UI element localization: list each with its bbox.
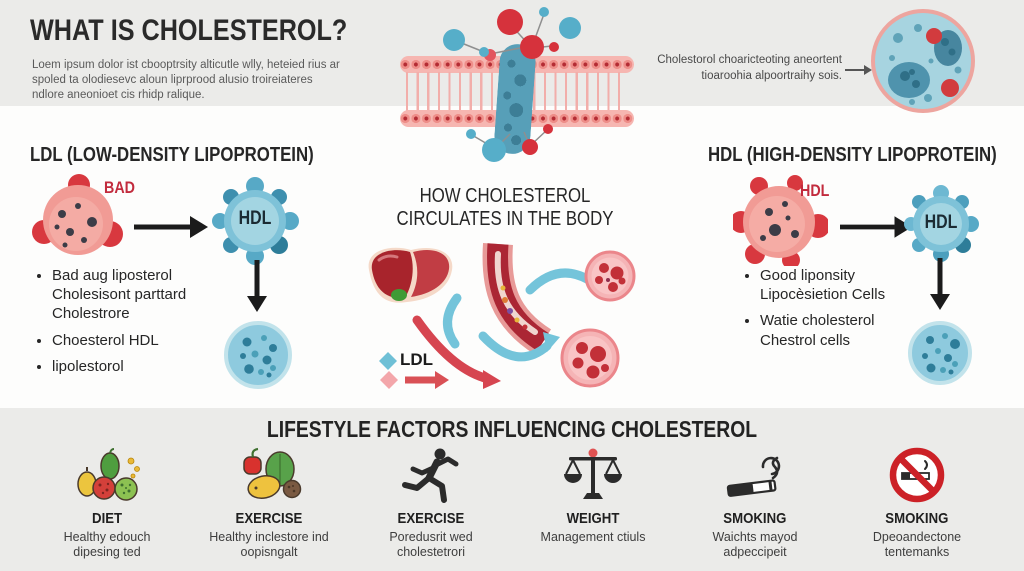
hdl-bullet-list: Good liponsity Lipocèsietion Cells Watie… (744, 266, 886, 357)
hdl-section-heading: HDL (HIGH-DENSITY LIPOPROTEIN) (708, 144, 997, 166)
blue-flow-arrows (443, 268, 594, 362)
circulation-heading-line2: CIRCULATES IN THE BODY (396, 208, 614, 230)
factor-desc: Healthy edouch dipesing ted (63, 530, 151, 559)
cell-note-line2: tioaroohia alpoortraihy sois. (701, 69, 842, 82)
factor-title: EXERCISE (235, 510, 303, 527)
cigarette-icon (726, 456, 781, 497)
factor-diet: DIET Healthy edouch dipesing ted (26, 447, 188, 560)
down-arrow-icon (930, 258, 950, 310)
factor-desc: Poredusrit wed cholestetrori (389, 530, 473, 559)
ldl-legend-diamond (379, 352, 397, 370)
factor-title: DIET (91, 510, 123, 527)
factor-smoking: SMOKING Waichts mayod adpeccipeit (674, 447, 836, 560)
no-smoking-icon (889, 447, 945, 503)
down-arrow-icon (247, 260, 267, 312)
foam-cell-large (560, 328, 620, 388)
hdl-cell-label: HDL (238, 208, 272, 229)
molecules-illustration (443, 7, 581, 162)
ldl-bad-cell-illustration (32, 174, 123, 255)
liver-icon (368, 247, 453, 303)
vegetables-icon (77, 448, 140, 501)
list-item: Watie cholesterol Chestrol cells (760, 311, 886, 349)
factor-exercise-food: EXERCISE Healthy inclestore ind oopisnga… (188, 447, 350, 560)
ldl-section-heading: LDL (LOW-DENSITY LIPOPROTEIN) (30, 144, 314, 166)
cell-note-line1: Cholestorol choaricteoting aneortent (657, 54, 842, 66)
circulation-heading: HOW CHOLESTEROL CIRCULATES IN THE BODY (396, 185, 614, 231)
hdl-cell-label: HDL (924, 212, 958, 233)
runner-icon (402, 448, 459, 503)
blood-vessel-illustration (482, 242, 552, 355)
factor-title: SMOKING (885, 510, 949, 527)
cell-membrane-illustration (392, 0, 648, 170)
factor-desc: Management ctiuls (540, 530, 646, 544)
list-item: lipolestorol (52, 357, 212, 376)
page-title: WHAT IS CHOLESTEROL? (30, 14, 348, 47)
bottom-gray-band (0, 408, 1024, 571)
intro-paragraph: Loem ipsum dolor ist cbooptrsity alticut… (32, 59, 340, 102)
circulation-heading-line1: HOW CHOLESTEROL (419, 185, 591, 207)
right-arrow-icon (840, 216, 912, 238)
lifestyle-factors-row: DIET Healthy edouch dipesing ted EXERCIS… (26, 447, 998, 560)
hdl-red-cell-illustration (733, 175, 828, 266)
hdl-red-label: HDL (800, 181, 830, 200)
cell-dots-illustration (908, 321, 972, 385)
right-arrow-icon (134, 216, 208, 238)
lifestyle-heading: LIFESTYLE FACTORS INFLUENCING CHOLESTERO… (266, 416, 758, 442)
factor-title: SMOKING (723, 510, 787, 527)
factor-title: WEIGHT (566, 510, 620, 527)
foam-cell-small (584, 250, 636, 302)
circulation-illustration (368, 242, 636, 389)
factor-title: EXERCISE (397, 510, 465, 527)
cell-closeup-illustration (871, 9, 975, 113)
factor-exercise: EXERCISE Poredusrit wed cholestetrori (350, 447, 512, 560)
factor-desc: Waichts mayod adpeccipeit (712, 530, 798, 559)
note-arrow-icon (845, 65, 872, 75)
factor-no-smoking: SMOKING Dpeoandectone tentemanks (836, 447, 998, 560)
hdl-cell-illustration (212, 177, 299, 265)
factor-weight: WEIGHT Management ctiuls (512, 447, 674, 560)
list-item: Bad aug liposterol Cholesisont parttard … (52, 266, 212, 324)
factor-desc: Dpeoandectone tentemanks (872, 530, 962, 559)
fruits-icon (243, 447, 302, 500)
scale-icon (564, 448, 622, 499)
ldl-legend-label: LDL (400, 350, 434, 369)
bad-label: BAD (104, 178, 135, 197)
hdl-cell-illustration (904, 185, 979, 262)
list-item: Good liponsity Lipocèsietion Cells (760, 266, 886, 304)
cell-note: Cholestorol choaricteoting aneortent tio… (652, 53, 842, 84)
cell-dots-illustration (224, 321, 292, 389)
pink-legend-diamond (380, 371, 398, 389)
list-item: Choesterol HDL (52, 331, 212, 350)
factor-desc: Healthy inclestore ind oopisngalt (209, 530, 329, 559)
ldl-bullet-list: Bad aug liposterol Cholesisont parttard … (36, 266, 212, 383)
